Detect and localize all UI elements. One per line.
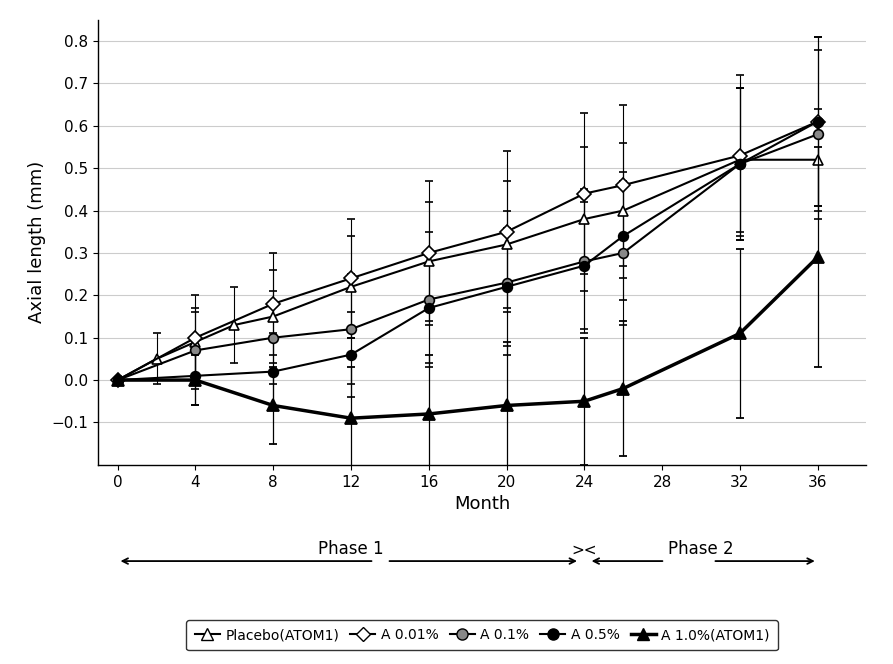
X-axis label: Month: Month <box>455 495 510 513</box>
Text: ><: >< <box>572 542 597 558</box>
Text: Phase 1: Phase 1 <box>318 540 384 558</box>
Text: Phase 2: Phase 2 <box>668 540 734 558</box>
Legend: Placebo(ATOM1), A 0.01%, A 0.1%, A 0.5%, A 1.0%(ATOM1): Placebo(ATOM1), A 0.01%, A 0.1%, A 0.5%,… <box>187 620 778 651</box>
Y-axis label: Axial length (mm): Axial length (mm) <box>28 161 46 323</box>
